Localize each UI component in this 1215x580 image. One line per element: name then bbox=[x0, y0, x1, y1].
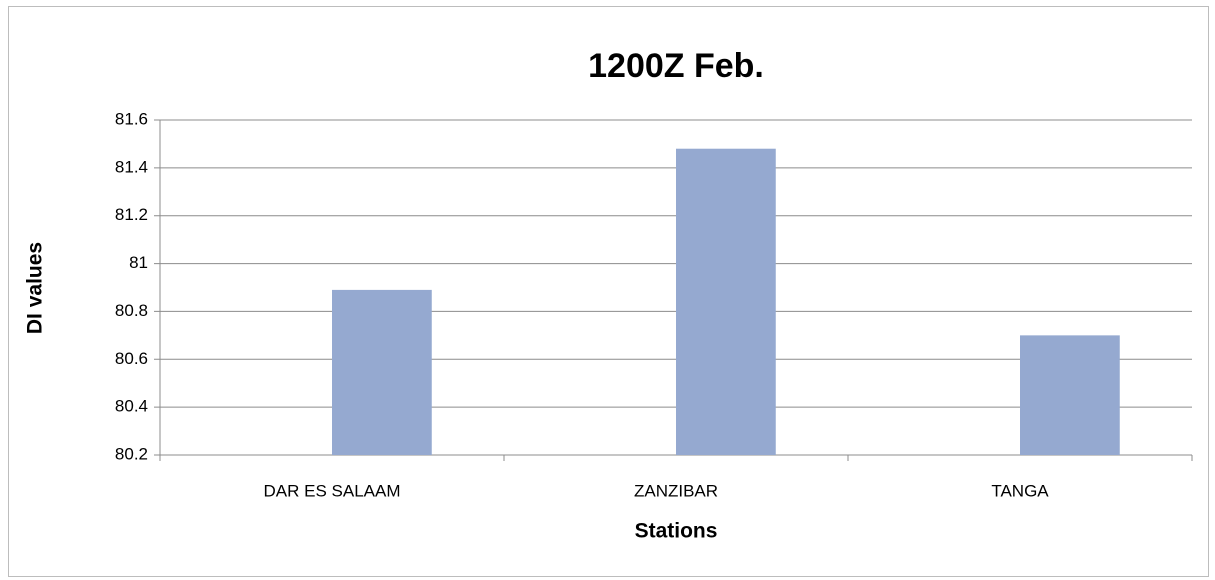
y-tick-label: 80.8 bbox=[115, 301, 148, 320]
bar bbox=[1020, 335, 1120, 455]
y-tick-label: 81.6 bbox=[115, 109, 148, 128]
x-tick-label: ZANZIBAR bbox=[634, 481, 718, 500]
bar bbox=[676, 148, 776, 455]
chart-frame bbox=[8, 6, 1209, 577]
y-tick-label: 81.4 bbox=[115, 157, 148, 176]
y-tick-label: 80.2 bbox=[115, 444, 148, 463]
y-tick-label: 80.4 bbox=[115, 397, 148, 416]
x-tick-label: TANGA bbox=[991, 481, 1049, 500]
y-tick-label: 80.6 bbox=[115, 349, 148, 368]
y-tick-label: 81.2 bbox=[115, 205, 148, 224]
bar bbox=[332, 289, 432, 455]
x-tick-label: DAR ES SALAAM bbox=[264, 481, 401, 500]
x-axis-title: Stations bbox=[635, 520, 718, 543]
y-axis-title: DI values bbox=[24, 242, 47, 334]
chart-title: 1200Z Feb. bbox=[588, 47, 764, 85]
y-tick-label: 81 bbox=[129, 253, 148, 272]
